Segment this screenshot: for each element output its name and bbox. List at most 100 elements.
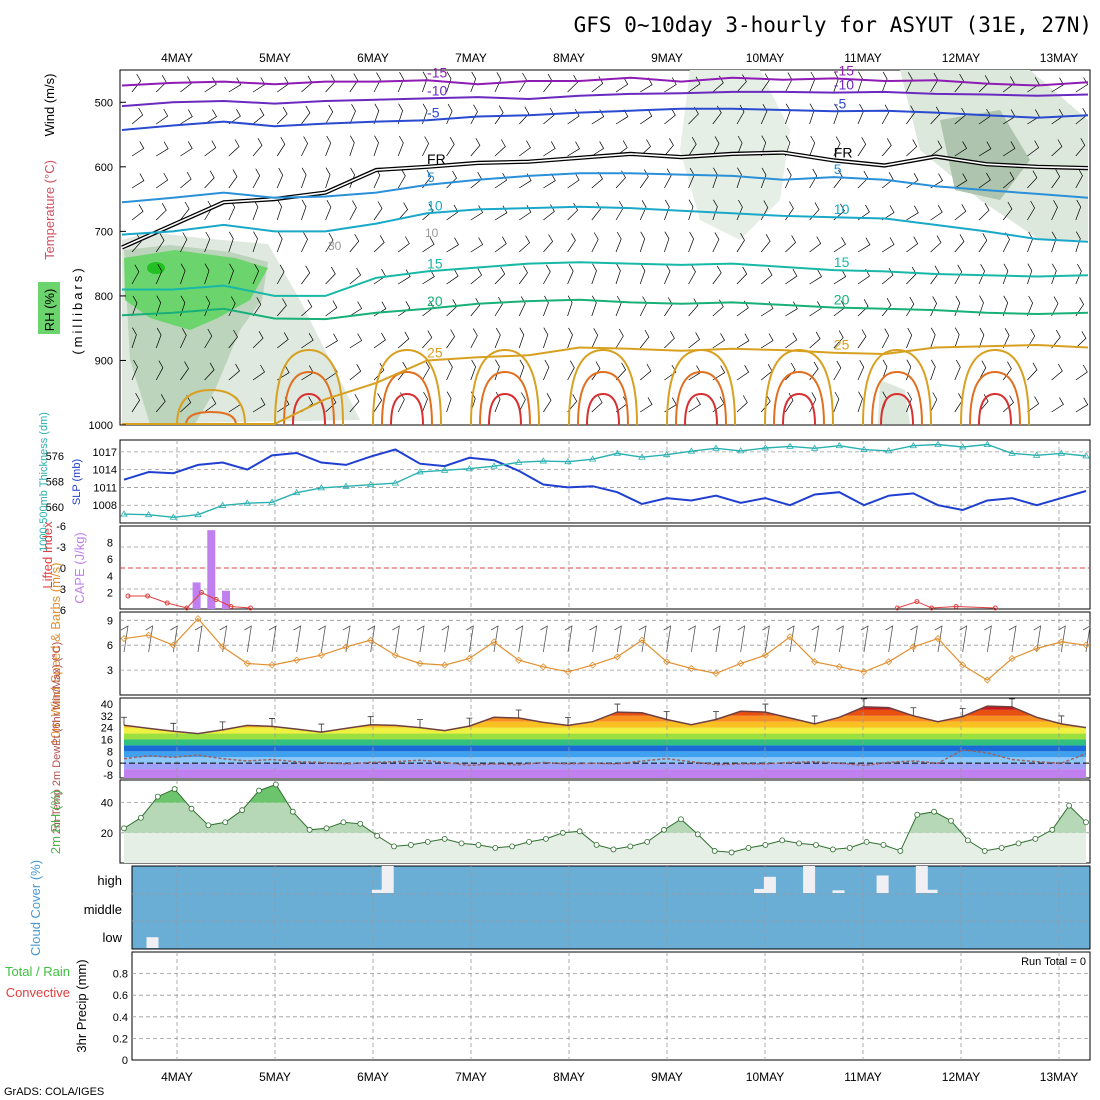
wind-barb xyxy=(1075,168,1083,189)
surface-wind-barb xyxy=(540,625,548,653)
pressure-tick-labels: 500 600 700 800 900 1000 xyxy=(89,97,126,432)
surface-wind-barb xyxy=(515,625,524,653)
wind-barb xyxy=(494,72,502,93)
precip-legend-total: Total / Rain xyxy=(5,964,70,979)
wind-barb xyxy=(228,139,240,157)
wind-barb xyxy=(349,135,355,157)
warm-cell-contour xyxy=(390,392,424,426)
wind-barb xyxy=(1075,364,1088,381)
wind-barb xyxy=(712,333,725,349)
wind-barb xyxy=(615,328,624,349)
rh2m-point xyxy=(796,840,802,847)
wind-speed-point xyxy=(860,668,868,676)
wind-barb xyxy=(301,265,311,285)
wind-barb xyxy=(518,140,531,157)
surface-wind-barb xyxy=(663,625,672,653)
wind-barb xyxy=(131,327,137,349)
temp-band xyxy=(124,757,1086,764)
surface-wind-barb xyxy=(466,625,474,653)
wind-speed-point xyxy=(835,663,843,671)
wind-barb xyxy=(1075,397,1089,413)
wind-barb xyxy=(1002,171,1015,189)
wind-speed-point xyxy=(367,636,375,644)
wind-barb xyxy=(1002,263,1009,285)
wind-barb xyxy=(494,266,506,285)
precip-ylabel: 3hr Precip (mm) xyxy=(74,959,89,1052)
thickness-point xyxy=(786,442,794,449)
wind-barb xyxy=(736,104,745,125)
wind-barb xyxy=(978,360,987,381)
date-label-bottom: 13MAY xyxy=(1040,1070,1078,1084)
wind-barb xyxy=(252,264,259,285)
temp-minmax-bar xyxy=(417,719,423,728)
wind-barb xyxy=(252,364,265,381)
contour-label--15: -15 xyxy=(427,64,447,80)
warm-cell-contour xyxy=(176,388,246,426)
surface-wind-barb xyxy=(342,625,351,653)
wind-barb xyxy=(155,203,167,221)
wind-barb xyxy=(688,199,694,221)
wind-barb xyxy=(785,393,794,413)
thickness-point xyxy=(588,455,597,462)
temp-band xyxy=(124,733,1086,740)
wind-barb xyxy=(978,264,985,285)
wind-barb xyxy=(155,360,164,381)
wind-barb xyxy=(1002,201,1013,221)
wind-barb xyxy=(736,167,742,189)
cape-tick: 4 xyxy=(107,571,113,583)
thickness-point xyxy=(120,510,128,517)
wind-speed-point xyxy=(317,651,325,659)
wind-barb xyxy=(688,397,701,413)
temp-minmax-bar xyxy=(663,711,670,720)
wind-barb xyxy=(664,331,675,349)
lifted-index-point xyxy=(248,605,253,611)
wind-speed-point xyxy=(465,654,473,663)
wind-barb xyxy=(349,167,355,189)
surface-wind-barb xyxy=(564,625,573,653)
rh2m-point xyxy=(914,811,921,818)
surface-wind-barb xyxy=(441,625,450,653)
contour-label-10: 10 xyxy=(427,197,443,213)
contour-label-20: 20 xyxy=(427,293,443,309)
warm-cell-contour xyxy=(274,348,344,426)
temp-band xyxy=(124,721,1086,728)
wind-barb xyxy=(615,231,622,253)
surface-wind-barb xyxy=(293,625,302,653)
wind-barb xyxy=(736,266,748,285)
wind-barb xyxy=(1027,328,1036,349)
wind-barb xyxy=(591,201,601,221)
temp-minmax-bar xyxy=(713,711,719,720)
rh2m-point xyxy=(458,840,465,847)
date-label-top: 6MAY xyxy=(357,51,389,65)
contour--5 xyxy=(121,107,1089,131)
rh2m-point xyxy=(661,826,667,833)
thickness-point xyxy=(366,480,375,488)
wind-barb xyxy=(252,297,262,317)
contour-label-FR: FR xyxy=(427,151,446,167)
wind-barb xyxy=(1051,139,1063,157)
thickness-point xyxy=(317,484,326,491)
contour-10 xyxy=(121,205,1089,243)
wind-barb xyxy=(204,396,217,413)
wind-barb xyxy=(639,363,652,381)
wind-barb xyxy=(664,77,677,93)
wind-tick: 6 xyxy=(107,640,113,652)
temp-band xyxy=(124,763,1086,770)
pressure-tick: 1000 xyxy=(89,420,113,432)
contour-label-5: 5 xyxy=(427,169,435,185)
wind-barb xyxy=(954,234,965,253)
wind-barb xyxy=(494,359,500,381)
wind-barb xyxy=(422,71,428,93)
pressure-tick: 800 xyxy=(95,291,113,303)
wind-barb xyxy=(373,393,383,413)
wind-barb xyxy=(712,199,718,221)
temp-minmax-bar xyxy=(269,718,275,727)
wind-barb xyxy=(1027,396,1040,413)
wind-barb xyxy=(857,237,871,253)
thickness-point xyxy=(613,449,622,456)
wind-speed-point xyxy=(1057,638,1065,646)
warm-cell-contour xyxy=(568,348,638,426)
wind-barb xyxy=(204,295,211,317)
wind-barb xyxy=(857,137,867,157)
